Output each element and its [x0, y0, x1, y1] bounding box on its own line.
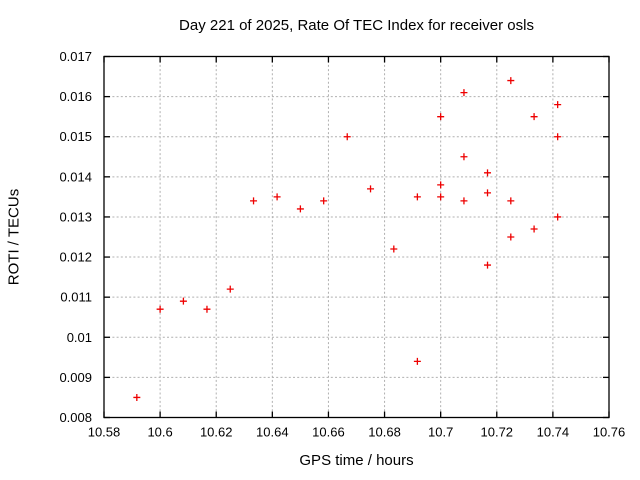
data-point-marker [530, 225, 538, 233]
x-tick-label: 10.58 [88, 425, 121, 440]
data-point-marker [437, 181, 445, 189]
x-tick-label: 10.74 [537, 425, 570, 440]
data-point-marker [484, 169, 492, 177]
y-tick-label: 0.015 [59, 129, 92, 144]
y-tick-label: 0.011 [60, 290, 92, 305]
y-tick-label: 0.013 [59, 209, 92, 224]
data-point-marker [554, 213, 562, 221]
x-tick-label: 10.72 [481, 425, 514, 440]
data-point-marker [507, 77, 515, 85]
data-point-marker [460, 89, 468, 97]
data-point-marker [367, 185, 375, 193]
y-tick-label: 0.017 [59, 49, 92, 64]
chart-title: Day 221 of 2025, Rate Of TEC Index for r… [179, 17, 534, 34]
x-tick-label: 10.6 [147, 425, 172, 440]
y-tick-label: 0.01 [67, 330, 92, 345]
data-point-marker [507, 233, 515, 241]
x-tick-label: 10.7 [428, 425, 453, 440]
data-point-marker [320, 197, 328, 205]
data-point-marker [554, 133, 562, 141]
data-point-marker [530, 113, 538, 121]
y-tick-label: 0.014 [59, 169, 92, 184]
data-point-marker [343, 133, 351, 141]
data-point-marker [484, 261, 492, 269]
data-point-marker [437, 113, 445, 121]
x-tick-label: 10.66 [312, 425, 345, 440]
x-axis-label: GPS time / hours [299, 452, 414, 469]
data-point-marker [413, 193, 421, 201]
data-point-marker [437, 193, 445, 201]
plot-border [103, 55, 610, 419]
data-point-marker [133, 393, 141, 401]
x-tick-label: 10.62 [200, 425, 233, 440]
data-point-marker [390, 245, 398, 253]
x-tick-label: 10.64 [256, 425, 289, 440]
data-point-marker [226, 285, 234, 293]
y-tick-label: 0.016 [59, 89, 92, 104]
data-point-marker [507, 197, 515, 205]
data-point-marker [156, 305, 164, 313]
data-point-marker [250, 197, 258, 205]
data-point-marker [296, 205, 304, 213]
data-point-marker [460, 153, 468, 161]
data-point-marker [413, 357, 421, 365]
data-point-marker [554, 101, 562, 109]
data-point-marker [203, 305, 211, 313]
y-tick-label: 0.009 [59, 370, 92, 385]
y-tick-label: 0.008 [59, 410, 92, 425]
data-point-marker [179, 297, 187, 305]
y-tick-label: 0.012 [59, 250, 92, 265]
data-point-marker [460, 197, 468, 205]
x-tick-label: 10.76 [593, 425, 626, 440]
data-point-marker [273, 193, 281, 201]
x-tick-label: 10.68 [368, 425, 401, 440]
data-point-marker [484, 189, 492, 197]
